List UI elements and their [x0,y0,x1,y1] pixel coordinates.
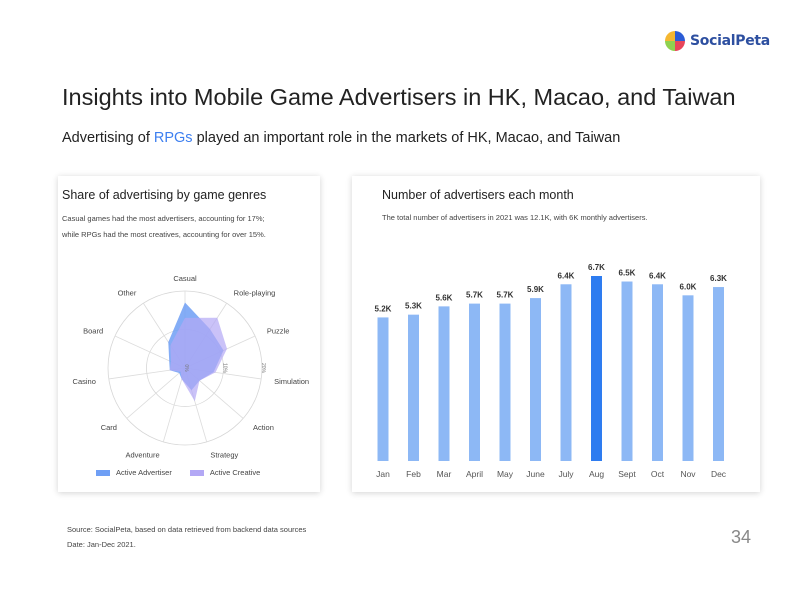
monthly-bar-chart: 5.2K Jan 5.3K Feb 5.6K Mar 5.7K April 5.7K May 5.9… [375,263,728,479]
logo-text: SocialPeta [690,33,770,49]
genre-share-card: Share of advertising by game genres Casu… [58,176,320,492]
bar-mar [438,306,450,461]
x-tick-label: Nov [680,469,696,479]
subtitle-highlight: RPGs [153,130,193,146]
page-title: Insights into Mobile Game Advertisers in… [62,84,736,110]
radar-tick-label: 0% [183,364,189,372]
radar-axis-label: Board [83,327,103,336]
logo: SocialPeta [664,30,770,52]
bar-value-label: 6.0K [680,282,697,291]
x-tick-label: May [497,469,514,479]
radar-axis-label: Other [118,288,137,297]
radar-axis-label: Adventure [125,450,159,459]
radar-axis-label: Simulation [274,377,309,386]
genre-radar-chart: 0% 10% 20% Casual Role-playing Puzzle Simulati… [73,274,310,459]
legend-item-advertiser: Active Advertiser [96,468,172,477]
legend-label-advertiser: Active Advertiser [116,468,172,477]
monthly-advertisers-title: Number of advertisers each month [382,188,574,202]
radar-axis-label: Card [101,423,117,432]
radar-series-creative [169,317,227,402]
bar-sept [621,281,633,461]
bar-july [560,284,572,461]
genre-share-desc-line1: Casual games had the most advertisers, a… [62,214,265,223]
page-number: 34 [731,527,752,547]
radar-axis-label: Casual [173,274,197,283]
x-tick-label: Aug [589,469,604,479]
legend-swatch-creative [189,469,204,476]
bar-aug [591,276,602,461]
bar-jan [377,317,389,461]
x-tick-label: Feb [406,469,421,479]
bar-dec [713,287,724,461]
bar-value-label: 5.6K [436,293,453,302]
bar-nov [682,295,694,461]
page-subtitle: Advertising of RPGs played an important … [62,130,620,146]
footer-date: Date: Jan-Dec 2021. [67,540,136,549]
monthly-advertisers-desc: The total number of advertisers in 2021 … [382,213,648,222]
bar-value-label: 5.7K [466,291,483,300]
radar-axis-label: Puzzle [267,327,290,336]
genre-share-title: Share of advertising by game genres [62,188,267,202]
radar-axis-label: Action [253,423,274,432]
genre-share-desc-line2: while RPGs had the most creatives, accou… [62,230,266,239]
radar-legend: Active Advertiser Active Creative [96,468,260,477]
bar-value-label: 6.4K [558,271,575,280]
bar-june [530,298,541,461]
bar-value-label: 5.7K [497,291,514,300]
bar-value-label: 5.9K [527,285,544,294]
bar-feb [408,314,419,461]
bar-value-label: 6.5K [619,269,636,278]
legend-swatch-advertiser [96,469,110,476]
x-tick-label: Dec [711,469,727,479]
radar-axis-label: Strategy [210,450,238,459]
x-tick-label: Oct [651,469,665,479]
x-tick-label: Mar [437,469,452,479]
radar-spoke [126,367,186,419]
monthly-advertisers-card: Number of advertisers each month The tot… [352,176,760,492]
subtitle-suffix: played an important role in the markets … [192,130,621,146]
radar-axis-label: Role-playing [234,288,276,297]
radar-axis-label: Casino [73,377,96,386]
bar-value-label: 5.3K [405,302,422,311]
x-tick-label: July [558,469,574,479]
bar-oct [652,284,663,461]
radar-spoke [162,367,186,442]
x-tick-label: April [466,469,483,479]
x-tick-label: Sept [618,469,636,479]
bar-value-label: 5.2K [375,304,392,313]
x-tick-label: June [526,469,545,479]
socialpeta-logo-icon [665,31,685,51]
footer-source: Source: SocialPeta, based on data retrie… [67,525,307,534]
legend-label-creative: Active Creative [209,468,261,477]
radar-tick-label: 20% [260,363,266,374]
subtitle-prefix: Advertising of [62,130,154,146]
bar-may [499,303,511,461]
bar-april [469,303,480,461]
legend-item-creative: Active Creative [189,468,261,477]
bar-value-label: 6.4K [649,271,666,280]
radar-tick-label: 10% [222,363,228,374]
bar-value-label: 6.3K [710,274,727,283]
x-tick-label: Jan [376,469,390,479]
bar-value-label: 6.7K [588,263,605,272]
